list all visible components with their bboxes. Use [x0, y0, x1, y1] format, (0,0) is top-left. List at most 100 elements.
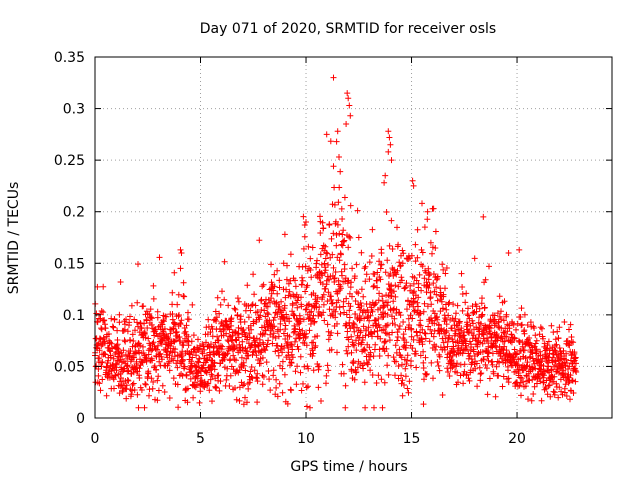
data-point [351, 376, 358, 383]
data-point [444, 338, 451, 345]
data-point [480, 213, 487, 220]
data-point [337, 168, 344, 175]
data-point [477, 371, 484, 377]
data-point [215, 372, 222, 379]
data-point [514, 361, 521, 368]
data-point [379, 293, 386, 300]
data-point [534, 380, 540, 387]
data-point [102, 351, 109, 358]
data-point [244, 282, 251, 289]
data-point [436, 322, 442, 329]
data-point [297, 318, 304, 325]
data-point [311, 318, 318, 325]
data-point [114, 327, 121, 334]
data-point [460, 380, 467, 387]
data-point [431, 320, 438, 327]
data-point [464, 311, 471, 318]
data-point [140, 343, 146, 350]
data-point [418, 246, 425, 253]
data-point [347, 112, 354, 119]
data-point [199, 365, 205, 372]
data-point [274, 342, 281, 349]
data-point [322, 255, 329, 262]
data-point [324, 298, 331, 305]
data-point [231, 305, 238, 312]
data-point [470, 320, 476, 327]
x-axis-title: GPS time / hours [290, 459, 407, 475]
data-point [245, 385, 252, 392]
y-tick-label: 0.3 [63, 102, 85, 118]
data-point [398, 354, 405, 361]
data-point [263, 359, 270, 366]
data-point [300, 213, 307, 220]
data-point [148, 314, 155, 321]
data-point [404, 306, 410, 313]
data-point [430, 333, 437, 340]
data-point [339, 216, 346, 222]
data-point [142, 380, 149, 387]
data-point [254, 399, 261, 406]
data-point [346, 307, 353, 314]
data-point [146, 392, 152, 399]
x-tick-label: 5 [196, 431, 205, 447]
data-point [197, 388, 204, 395]
data-point [156, 254, 163, 261]
data-point [347, 234, 354, 241]
data-point [150, 295, 157, 302]
data-point [187, 375, 194, 382]
data-point [378, 376, 385, 383]
data-point [413, 277, 420, 284]
data-point [213, 314, 220, 321]
data-point [177, 265, 184, 272]
data-point [432, 245, 439, 251]
data-point [400, 331, 407, 338]
data-point [474, 351, 481, 358]
data-point [128, 302, 135, 309]
data-point [346, 314, 353, 321]
data-point [332, 218, 339, 225]
data-point [305, 243, 312, 250]
data-point [412, 350, 419, 357]
data-point [412, 258, 419, 265]
data-point [396, 259, 403, 266]
data-point [286, 318, 293, 325]
data-point [249, 349, 256, 356]
data-point [291, 328, 298, 335]
data-point [97, 335, 103, 342]
data-point [221, 325, 228, 332]
plot-frame [94, 56, 613, 419]
data-point [443, 327, 450, 334]
data-point [207, 329, 214, 336]
data-point [316, 363, 323, 370]
data-point [395, 375, 402, 382]
data-point [271, 298, 277, 305]
data-point [320, 225, 327, 232]
data-point [318, 261, 325, 268]
data-point [272, 335, 279, 341]
data-point [337, 285, 344, 292]
data-point [143, 358, 150, 365]
data-point [289, 346, 296, 353]
data-point [480, 356, 487, 363]
data-point [142, 381, 149, 388]
data-point [461, 361, 468, 368]
data-point [145, 335, 152, 342]
data-point [392, 293, 399, 300]
data-point [569, 377, 576, 384]
data-point [445, 312, 452, 319]
data-point [122, 338, 129, 345]
data-point [353, 369, 360, 375]
data-point [302, 335, 309, 341]
data-point [214, 333, 221, 340]
data-point [519, 321, 525, 328]
data-point [551, 373, 558, 380]
data-point [169, 289, 176, 296]
data-point [245, 352, 252, 359]
data-point [463, 342, 469, 349]
data-point [314, 257, 320, 264]
data-point [124, 328, 131, 335]
data-point [280, 330, 287, 337]
data-point [331, 201, 338, 208]
data-point [121, 337, 128, 344]
data-point [390, 288, 397, 295]
